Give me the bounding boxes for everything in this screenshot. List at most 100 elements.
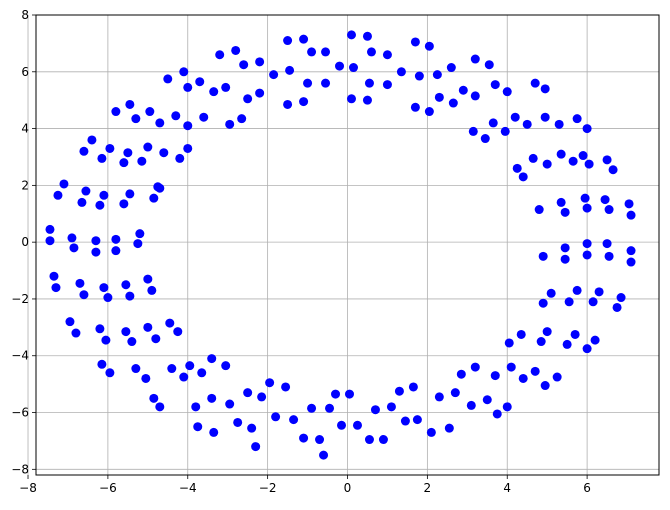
data-point: [121, 327, 131, 337]
data-point: [410, 102, 420, 112]
data-point: [594, 287, 604, 297]
data-point: [303, 78, 313, 88]
data-point: [382, 50, 392, 60]
data-point: [488, 118, 498, 128]
data-point: [484, 60, 494, 70]
data-point: [97, 153, 107, 163]
data-point: [151, 334, 161, 344]
data-point: [362, 31, 372, 41]
data-point: [75, 278, 85, 288]
data-point: [506, 362, 516, 372]
data-point: [568, 156, 578, 166]
data-point: [570, 329, 580, 339]
data-point: [233, 417, 243, 427]
data-point: [125, 291, 135, 301]
data-point: [490, 371, 500, 381]
data-point: [456, 369, 466, 379]
data-point: [231, 45, 241, 55]
data-point: [448, 98, 458, 108]
data-point: [490, 80, 500, 90]
data-point: [131, 114, 141, 124]
data-point: [185, 361, 195, 371]
data-point: [408, 382, 418, 392]
data-point: [183, 143, 193, 153]
data-point: [79, 290, 89, 300]
data-point: [364, 435, 374, 445]
data-point: [195, 77, 205, 87]
data-point: [255, 88, 265, 98]
data-point: [331, 389, 341, 399]
data-point: [163, 74, 173, 84]
data-point: [319, 450, 329, 460]
data-point: [77, 197, 87, 207]
data-point: [386, 402, 396, 412]
data-point: [470, 54, 480, 64]
data-point: [564, 297, 574, 307]
data-point: [378, 435, 388, 445]
data-point: [382, 80, 392, 90]
data-point: [510, 112, 520, 122]
x-tick-label: −4: [179, 481, 197, 495]
data-point: [191, 402, 201, 412]
data-point: [572, 114, 582, 124]
data-point: [87, 135, 97, 145]
x-tick-label: 2: [424, 481, 432, 495]
data-point: [59, 179, 69, 189]
data-point: [179, 372, 189, 382]
data-point: [67, 233, 77, 243]
x-tick-label: −6: [99, 481, 117, 495]
data-point: [221, 361, 231, 371]
x-tick-label: −8: [19, 481, 37, 495]
data-point: [299, 433, 309, 443]
data-point: [251, 442, 261, 452]
data-point: [362, 95, 372, 105]
data-point: [502, 402, 512, 412]
data-point: [135, 229, 145, 239]
data-point: [133, 239, 143, 249]
data-point: [542, 159, 552, 169]
data-point: [414, 71, 424, 81]
data-point: [321, 78, 331, 88]
data-point: [155, 402, 165, 412]
data-point: [143, 142, 153, 152]
data-point: [540, 84, 550, 94]
x-tick-label: −2: [259, 481, 277, 495]
data-point: [45, 224, 55, 234]
data-points: [45, 30, 636, 460]
data-point: [528, 153, 538, 163]
data-point: [626, 210, 636, 220]
x-tick-label: 0: [344, 481, 352, 495]
data-point: [207, 393, 217, 403]
data-point: [578, 151, 588, 161]
data-point: [400, 416, 410, 426]
data-point: [225, 119, 235, 129]
data-point: [604, 205, 614, 215]
data-point: [155, 118, 165, 128]
data-point: [434, 92, 444, 102]
data-point: [424, 41, 434, 51]
axis-ticks: −8 −6 −4 −2 0 2 4 6 −8 −6 −4 −2 0 2 4 6 8: [11, 8, 591, 495]
data-point: [281, 382, 291, 392]
data-point: [45, 236, 55, 246]
data-point: [65, 317, 75, 327]
data-point: [582, 124, 592, 134]
data-point: [199, 112, 209, 122]
data-point: [91, 236, 101, 246]
data-point: [582, 239, 592, 249]
data-point: [538, 251, 548, 261]
data-point: [71, 328, 81, 338]
data-point: [560, 243, 570, 253]
data-point: [257, 392, 267, 402]
data-point: [237, 114, 247, 124]
data-point: [612, 302, 622, 312]
data-point: [352, 420, 362, 430]
data-point: [412, 415, 422, 425]
data-point: [560, 254, 570, 264]
data-point: [95, 200, 105, 210]
data-point: [466, 400, 476, 410]
data-point: [348, 63, 358, 73]
data-point: [193, 422, 203, 432]
data-point: [410, 37, 420, 47]
data-point: [602, 239, 612, 249]
data-point: [556, 149, 566, 159]
